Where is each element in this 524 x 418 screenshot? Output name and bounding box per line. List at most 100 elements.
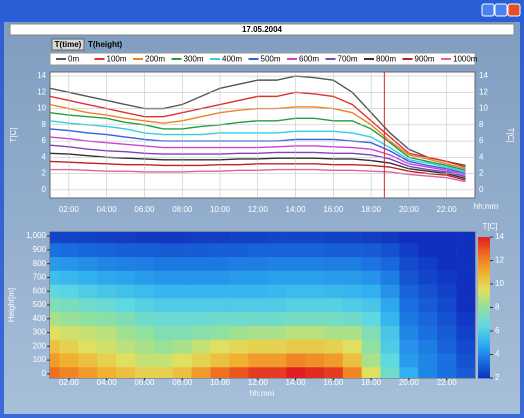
heat-cell <box>78 270 98 285</box>
colorbar-segment <box>478 352 490 355</box>
heat-cell <box>361 353 381 368</box>
colorbar-segment <box>478 323 490 327</box>
heat-cell <box>248 232 268 244</box>
maximize-button[interactable] <box>494 3 508 17</box>
heat-cell <box>172 366 192 378</box>
legend-label: 800m <box>376 55 396 64</box>
legend-label: 200m <box>145 55 165 64</box>
heat-cell <box>97 339 117 354</box>
heat-cell <box>191 353 211 368</box>
y-tick-label: 8 <box>479 120 484 129</box>
colorbar-segment <box>478 298 490 301</box>
y-tick-label: 600 <box>33 286 47 295</box>
colorbar-segment <box>478 241 490 245</box>
colorbar-tick-label: 12 <box>495 256 504 265</box>
x-tick-label: 22:00 <box>437 205 458 214</box>
heat-cell <box>323 353 344 368</box>
heat-cell <box>361 298 381 313</box>
tab[interactable] <box>51 38 85 51</box>
y-tick-label: 300 <box>33 328 47 337</box>
date-strip <box>9 23 515 36</box>
y-tick-label: 900 <box>33 245 47 254</box>
heat-cell <box>116 284 136 299</box>
heat-cell <box>380 284 400 299</box>
heat-cell <box>153 232 174 244</box>
heat-cell <box>418 270 438 285</box>
heat-cell <box>97 256 117 271</box>
colorbar-segment <box>478 356 490 360</box>
heat-cell <box>153 284 174 299</box>
x-tick-label: 02:00 <box>59 378 80 387</box>
y-tick-label: 0 <box>42 185 47 194</box>
heat-cell <box>191 270 211 285</box>
heat-cell <box>305 366 325 378</box>
heat-cell <box>135 366 155 378</box>
y-tick-label: 100 <box>33 355 47 364</box>
heat-cell <box>437 232 457 244</box>
colorbar-segment <box>478 293 490 297</box>
heat-cell <box>210 298 230 313</box>
colorbar-segment <box>478 342 490 346</box>
heat-cell <box>248 243 268 258</box>
legend-label: 400m <box>222 55 242 64</box>
heat-cell <box>191 243 211 258</box>
heat-cell <box>153 270 174 285</box>
heat-cell <box>97 298 117 313</box>
legend-label: 300m <box>184 55 204 64</box>
heat-cell <box>286 243 306 258</box>
minimize-button[interactable] <box>481 3 495 17</box>
heat-cell <box>229 298 249 313</box>
heat-cell <box>172 243 192 258</box>
heat-cell <box>172 284 192 299</box>
heat-cell <box>380 256 400 271</box>
heat-cell <box>361 284 381 299</box>
heat-cell <box>229 284 249 299</box>
colorbar-segment <box>478 335 490 339</box>
colorbar-tick-label: 4 <box>495 350 500 359</box>
heat-cell <box>78 298 98 313</box>
heat-cell <box>361 311 381 326</box>
colorbar-segment <box>478 370 490 374</box>
close-button[interactable] <box>507 3 521 17</box>
heat-cell <box>97 353 117 368</box>
heat-cell <box>456 256 475 271</box>
colorbar-segment <box>478 345 490 348</box>
colorbar-segment <box>478 239 490 243</box>
tab-label[interactable]: T(height) <box>88 40 123 49</box>
heat-cell <box>210 325 230 340</box>
heat-cell <box>116 311 136 326</box>
heat-cell <box>50 270 60 285</box>
heat-cell <box>305 256 325 271</box>
colorbar-segment <box>478 347 490 351</box>
colorbar-segment <box>478 331 490 334</box>
heat-cell <box>267 270 287 285</box>
colorbar-tick-label: 2 <box>495 373 500 382</box>
heat-cell <box>305 325 325 340</box>
colorbar-segment <box>478 295 490 299</box>
heat-cell <box>248 339 268 354</box>
heat-cell <box>97 284 117 299</box>
colorbar-segment <box>478 274 490 278</box>
heat-cell <box>210 232 230 244</box>
colorbar-segment <box>478 361 490 365</box>
heat-cell <box>323 311 344 326</box>
y-tick-label: 500 <box>33 300 47 309</box>
heat-cell <box>361 339 381 354</box>
tab-label[interactable]: T(time) <box>55 40 82 49</box>
colorbar-tick-label: 6 <box>495 326 500 335</box>
heat-cell <box>286 353 306 368</box>
colorbar-segment <box>478 373 490 377</box>
y-tick-label: 6 <box>42 136 47 145</box>
heat-cell <box>153 311 174 326</box>
colorbar-label: T[C] <box>482 222 497 231</box>
heat-cell <box>380 298 400 313</box>
heat-cell <box>210 243 230 258</box>
heat-cell <box>78 284 98 299</box>
heat-cell <box>116 339 136 354</box>
heat-cell <box>323 339 344 354</box>
y-axis-label: Height[m] <box>7 288 16 322</box>
colorbar-segment <box>478 291 490 294</box>
heat-cell <box>437 311 457 326</box>
heat-cell <box>97 311 117 326</box>
